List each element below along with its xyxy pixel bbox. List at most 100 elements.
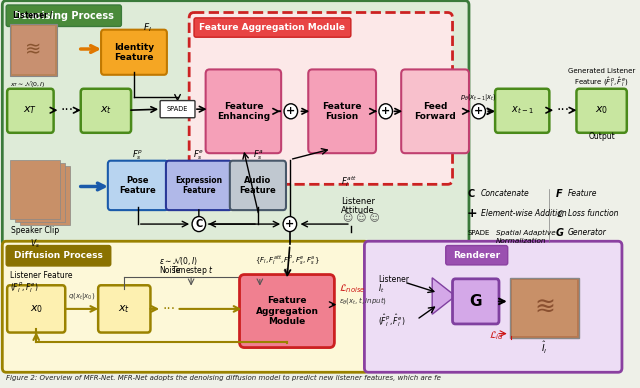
Text: $\hat{I}_l$: $\hat{I}_l$	[541, 340, 548, 356]
Circle shape	[284, 104, 298, 119]
Text: Listener: Listener	[378, 275, 409, 284]
Text: F: F	[556, 189, 563, 199]
Text: Generator: Generator	[568, 228, 607, 237]
Text: Feature Aggregation Module: Feature Aggregation Module	[200, 23, 346, 32]
Text: Listener: Listener	[341, 197, 375, 206]
Text: Renderer: Renderer	[453, 251, 500, 260]
Bar	[20, 166, 70, 225]
Text: $(F_l^p, F_l^e)$: $(F_l^p, F_l^e)$	[10, 280, 38, 294]
Text: $x_t$: $x_t$	[118, 303, 131, 315]
Text: ···: ···	[61, 103, 74, 117]
Text: $\epsilon \sim \mathcal{N}(0,I)$: $\epsilon \sim \mathcal{N}(0,I)$	[159, 255, 198, 267]
Text: C: C	[467, 189, 474, 199]
Text: $F_s^a$: $F_s^a$	[253, 148, 263, 162]
FancyBboxPatch shape	[108, 161, 168, 210]
Bar	[12, 26, 54, 74]
Text: C: C	[195, 219, 202, 229]
Text: $\mathcal{L}_{id}$: $\mathcal{L}_{id}$	[488, 329, 504, 342]
Text: G: G	[470, 294, 482, 309]
Text: Pose
Feature: Pose Feature	[120, 176, 156, 195]
Text: $\{F_l, F_l^{att}, F_l^p, F_s^e, F_s^a\}$: $\{F_l, F_l^{att}, F_l^p, F_s^e, F_s^a\}…	[255, 253, 319, 266]
FancyBboxPatch shape	[445, 246, 508, 265]
FancyBboxPatch shape	[7, 285, 65, 333]
Text: ···: ···	[556, 103, 570, 117]
Text: Normalization: Normalization	[496, 238, 547, 244]
Text: ≋: ≋	[25, 41, 42, 60]
Text: ☺ ☺ ☺: ☺ ☺ ☺	[343, 213, 380, 223]
Text: +: +	[286, 106, 296, 116]
Circle shape	[379, 104, 392, 119]
Text: Speaker Clip
$V_s$: Speaker Clip $V_s$	[11, 226, 60, 249]
Text: Diffusion Process: Diffusion Process	[14, 251, 103, 260]
FancyBboxPatch shape	[98, 285, 150, 333]
FancyBboxPatch shape	[101, 30, 167, 75]
Bar	[15, 163, 65, 222]
Text: $x_{t-1}$: $x_{t-1}$	[511, 104, 534, 116]
Text: Feature
Fusion: Feature Fusion	[323, 102, 362, 121]
Text: Generated Listener
Feature $(\hat{F}_l^p, \hat{F}_l^e)$: Generated Listener Feature $(\hat{F}_l^p…	[568, 68, 636, 89]
Text: Attitude: Attitude	[341, 206, 375, 215]
Text: $\mathcal{L}_{noise}$: $\mathcal{L}_{noise}$	[339, 282, 366, 295]
FancyBboxPatch shape	[495, 89, 549, 133]
Text: $x_0$: $x_0$	[29, 303, 43, 315]
Bar	[509, 278, 579, 338]
FancyBboxPatch shape	[3, 1, 469, 246]
Text: Listener $I_l$: Listener $I_l$	[12, 10, 55, 22]
FancyBboxPatch shape	[364, 241, 622, 372]
Text: Feature: Feature	[568, 189, 597, 199]
Bar	[511, 280, 577, 336]
Text: +: +	[474, 106, 483, 116]
Text: Audio
Feature: Audio Feature	[239, 176, 276, 195]
Text: SPADE: SPADE	[467, 230, 490, 236]
Text: Expression
Feature: Expression Feature	[175, 176, 223, 195]
FancyBboxPatch shape	[189, 12, 452, 184]
Text: Denoising Process: Denoising Process	[13, 11, 114, 21]
Text: $x_T \sim \mathcal{N}(0,I)$: $x_T \sim \mathcal{N}(0,I)$	[10, 79, 45, 89]
Text: $(\hat{F}_l^p, \hat{F}_l^e)$: $(\hat{F}_l^p, \hat{F}_l^e)$	[378, 312, 405, 329]
FancyBboxPatch shape	[81, 89, 131, 133]
Text: Noise: Noise	[159, 265, 180, 275]
Text: +: +	[467, 207, 477, 220]
Text: Feature
Enhancing: Feature Enhancing	[217, 102, 270, 121]
Text: Figure 2: Overview of MFR-Net. MFR-Net adopts the denoising diffusion model to p: Figure 2: Overview of MFR-Net. MFR-Net a…	[6, 374, 441, 381]
Text: $x_0$: $x_0$	[595, 104, 608, 116]
Text: Concatenate: Concatenate	[481, 189, 529, 199]
Bar	[24, 169, 75, 229]
Text: +: +	[285, 219, 294, 229]
Text: Feed
Forward: Feed Forward	[414, 102, 456, 121]
Text: $q(x_t|x_0)$: $q(x_t|x_0)$	[68, 291, 95, 303]
Text: +: +	[381, 106, 390, 116]
FancyBboxPatch shape	[6, 246, 111, 266]
FancyBboxPatch shape	[7, 89, 54, 133]
Text: $p_\theta(x_{t-1}|x_t)$: $p_\theta(x_{t-1}|x_t)$	[460, 92, 497, 103]
Text: $F_l^{att}$: $F_l^{att}$	[341, 174, 357, 189]
FancyBboxPatch shape	[205, 69, 281, 153]
Text: $x_t$: $x_t$	[100, 104, 112, 116]
FancyBboxPatch shape	[160, 100, 195, 118]
Circle shape	[192, 217, 205, 232]
FancyBboxPatch shape	[308, 69, 376, 153]
Circle shape	[472, 104, 485, 119]
FancyBboxPatch shape	[3, 241, 368, 372]
Text: Timestep $t$: Timestep $t$	[170, 264, 214, 277]
Text: Element-wise Addition: Element-wise Addition	[481, 209, 566, 218]
Text: Feature
Aggregation
Module: Feature Aggregation Module	[255, 296, 319, 326]
FancyBboxPatch shape	[401, 69, 469, 153]
Text: ···: ···	[163, 302, 175, 316]
Text: Identity
Feature: Identity Feature	[114, 43, 154, 62]
Bar	[10, 24, 56, 76]
FancyBboxPatch shape	[239, 275, 334, 348]
Text: $I_t$: $I_t$	[378, 282, 385, 294]
FancyBboxPatch shape	[577, 89, 627, 133]
Text: Spatial Adaptive: Spatial Adaptive	[496, 230, 556, 236]
Circle shape	[283, 217, 297, 232]
Text: Loss function: Loss function	[568, 209, 618, 218]
Text: ≋: ≋	[534, 296, 555, 320]
FancyBboxPatch shape	[452, 279, 499, 324]
FancyBboxPatch shape	[6, 5, 122, 26]
Polygon shape	[432, 278, 456, 314]
FancyBboxPatch shape	[166, 161, 232, 210]
Text: Listener Feature: Listener Feature	[10, 271, 72, 280]
Text: SPADE: SPADE	[167, 106, 188, 112]
Text: $\epsilon_\theta(x_t, t, input)$: $\epsilon_\theta(x_t, t, input)$	[339, 295, 387, 306]
